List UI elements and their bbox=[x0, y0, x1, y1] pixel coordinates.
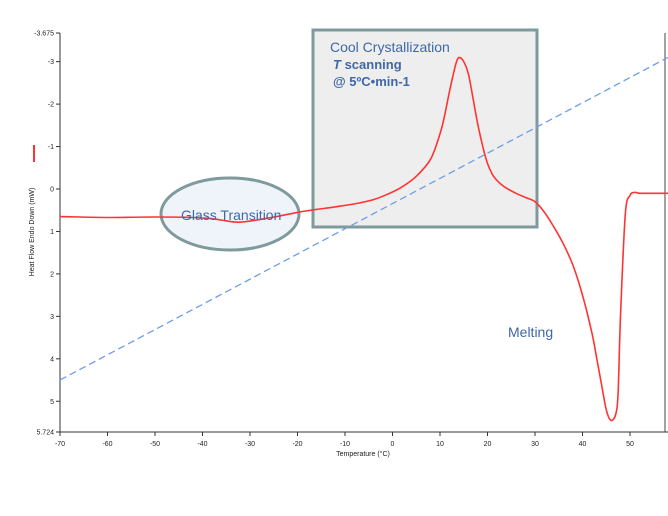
glass-transition-ellipse bbox=[159, 176, 301, 252]
y-tick-label: -3 bbox=[48, 59, 54, 66]
x-tick-label: -60 bbox=[102, 441, 112, 448]
x-tick-label: -30 bbox=[245, 441, 255, 448]
y-tick-label: 2 bbox=[50, 271, 54, 278]
series-layer bbox=[59, 56, 668, 422]
temperature-scan-line bbox=[59, 56, 668, 381]
y-axis-ticks: -3.675 -3 -2 -1 0 1 2 3 4 5 5.724 bbox=[34, 31, 60, 437]
y-tick-label: 5 bbox=[50, 399, 54, 406]
y-tick-label: -2 bbox=[48, 102, 54, 109]
x-axis-title: Temperature (°C) bbox=[336, 450, 390, 458]
glass-transition-label: Glass Transition bbox=[181, 207, 281, 223]
crystallization-box bbox=[311, 28, 539, 229]
scanning-word: scanning bbox=[341, 57, 402, 72]
y-tick-label: -3.675 bbox=[34, 31, 54, 38]
x-tick-label: 30 bbox=[531, 441, 539, 448]
x-tick-label: -50 bbox=[150, 441, 160, 448]
y-tick-label: 5.724 bbox=[36, 430, 54, 437]
x-axis-ticks: -70 -60 -50 -40 -30 -20 -10 0 10 20 30 40 50 bbox=[55, 432, 634, 448]
cool-crystallization-label: Cool Crystallization bbox=[330, 39, 450, 55]
x-tick-label: -70 bbox=[55, 441, 65, 448]
heat-flow-line bbox=[59, 56, 668, 422]
x-tick-label: 0 bbox=[391, 441, 395, 448]
x-tick-label: -40 bbox=[197, 441, 207, 448]
y-tick-label: 1 bbox=[50, 229, 54, 236]
melting-label: Melting bbox=[508, 324, 553, 340]
x-tick-label: 40 bbox=[579, 441, 587, 448]
y-tick-label: 0 bbox=[50, 187, 54, 194]
t-scanning-label: T scanning bbox=[333, 57, 402, 72]
x-tick-label: -20 bbox=[292, 441, 302, 448]
y-tick-label: 3 bbox=[50, 314, 54, 321]
y-tick-label: 4 bbox=[50, 356, 54, 363]
y-tick-label: -1 bbox=[48, 144, 54, 151]
x-tick-label: 50 bbox=[626, 441, 634, 448]
x-tick-label: 10 bbox=[436, 441, 444, 448]
y-axis-title: Heat Flow Endo Down (mW) bbox=[29, 188, 36, 277]
scan-rate-label: @ 5ºC•min-1 bbox=[333, 74, 410, 89]
x-tick-label: -10 bbox=[340, 441, 350, 448]
t-symbol: T bbox=[333, 57, 342, 72]
x-tick-label: 20 bbox=[484, 441, 492, 448]
